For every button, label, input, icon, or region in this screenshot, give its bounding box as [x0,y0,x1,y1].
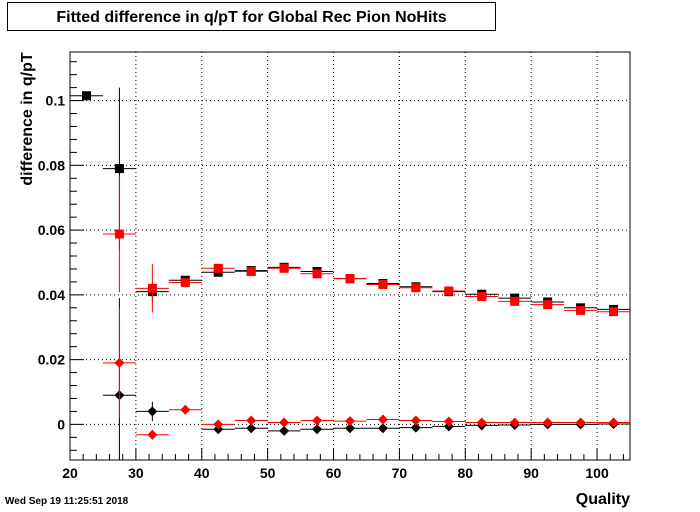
square-marker [444,286,454,296]
y-tick-label: 0.04 [38,287,65,303]
diamond-marker [345,423,355,434]
x-tick-label: 100 [585,465,609,481]
grid [70,52,630,460]
square-marker [213,263,223,273]
chart-title: Fitted difference in q/pT for Global Rec… [56,9,447,26]
square-marker [345,274,355,284]
axis-ticks: 20 30 40 50 60 70 80 90 100 0 0.02 0.04 0.06 0.08 0.1 [38,61,624,481]
diamond-marker [410,422,421,433]
diamond-marker [542,417,553,428]
square-marker [312,269,322,279]
square-marker [114,164,124,174]
diamond-marker [279,417,290,428]
diamond-marker [147,406,158,417]
chart-title-box: Fitted difference in q/pT for Global Rec… [7,2,496,31]
square-marker [609,307,619,317]
x-tick-label: 40 [194,465,210,481]
diamond-marker [180,404,191,415]
plot-frame [69,51,631,461]
diamond-marker [312,415,323,426]
square-marker [543,300,553,310]
diamond-marker [575,417,586,428]
x-tick-label: 50 [260,465,276,481]
x-axis-label: Quality [575,491,630,508]
square-marker [576,305,586,315]
diamond-marker [246,423,257,434]
diamond-marker [345,416,355,427]
x-tick-label: 80 [458,465,474,481]
timestamp: Wed Sep 19 11:25:51 2018 [5,496,129,507]
square-marker [246,267,256,277]
square-marker [411,283,421,293]
data-marks [70,87,630,460]
diamond-marker [377,414,388,425]
diamond-marker [476,417,487,428]
square-marker [180,278,190,288]
square-marker [510,296,520,306]
x-tick-label: 30 [128,465,144,481]
square-marker [81,91,91,101]
square-marker [114,229,124,239]
diamond-marker [608,417,619,428]
square-marker [279,263,289,273]
diamond-marker [312,424,323,435]
square-marker [378,279,388,289]
y-tick-label: 0.06 [38,222,65,238]
y-tick-label: 0.1 [46,93,66,109]
square-marker [477,291,487,301]
diamond-marker [443,416,454,427]
y-axis-label: difference in q/pT [19,52,36,186]
diamond-marker [213,419,224,430]
diamond-marker [246,415,257,426]
diamond-marker [509,417,520,428]
x-tick-label: 20 [62,465,78,481]
square-marker [147,283,157,293]
y-tick-label: 0 [57,416,65,432]
diamond-marker [147,429,158,440]
diamond-marker [410,415,421,426]
diamond-marker [279,425,290,436]
diamond-marker [377,423,388,434]
x-tick-label: 60 [326,465,342,481]
y-tick-label: 0.08 [38,157,65,173]
y-tick-label: 0.02 [38,352,65,368]
x-tick-label: 70 [392,465,408,481]
diamond-marker [114,357,125,368]
x-tick-label: 90 [523,465,539,481]
